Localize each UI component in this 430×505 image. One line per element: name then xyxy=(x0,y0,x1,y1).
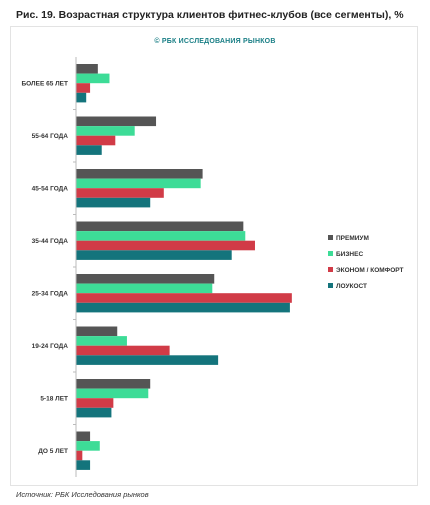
bar xyxy=(76,250,232,260)
category-label: 25-34 ГОДА xyxy=(32,291,69,298)
bar xyxy=(76,221,244,232)
bar xyxy=(76,293,292,303)
bar xyxy=(76,326,118,337)
bar xyxy=(76,83,91,93)
legend-label: БИЗНЕС xyxy=(336,251,363,258)
bar xyxy=(76,336,127,346)
bar xyxy=(76,231,246,241)
bar xyxy=(76,431,91,442)
bar xyxy=(76,407,112,418)
bar xyxy=(76,240,255,251)
bar xyxy=(76,178,201,189)
bar xyxy=(76,169,203,179)
legend-swatch xyxy=(328,267,333,272)
legend-swatch xyxy=(328,283,333,288)
bar xyxy=(76,450,83,461)
bar xyxy=(76,398,114,408)
category-label: 35-44 ГОДА xyxy=(32,238,69,245)
bar xyxy=(76,92,87,103)
legend-swatch xyxy=(328,251,333,256)
bar xyxy=(76,197,151,208)
bar xyxy=(76,302,290,313)
bar xyxy=(76,388,149,399)
bar xyxy=(76,116,157,127)
category-label: 45-54 ГОДА xyxy=(32,186,69,193)
source-note: Источник: РБК Исследования рынков xyxy=(16,490,149,499)
bar xyxy=(76,274,215,284)
bar xyxy=(76,283,213,294)
bar xyxy=(76,345,170,356)
category-label: ДО 5 ЛЕТ xyxy=(38,448,68,455)
bar xyxy=(76,460,91,470)
category-label: БОЛЕЕ 65 ЛЕТ xyxy=(21,81,68,88)
bar xyxy=(76,379,151,389)
bar xyxy=(76,441,100,451)
category-label: 55-64 ГОДА xyxy=(32,133,69,140)
bar xyxy=(76,355,219,365)
bar xyxy=(76,135,116,146)
bar xyxy=(76,145,102,155)
category-label: 19-24 ГОДА xyxy=(32,343,69,350)
bar xyxy=(76,126,135,136)
bar xyxy=(76,73,110,84)
legend-label: ЛОУКОСТ xyxy=(336,283,367,290)
bar xyxy=(76,188,164,198)
chart-frame xyxy=(10,26,418,486)
category-label: 5-18 ЛЕТ xyxy=(40,396,68,403)
legend-label: ЭКОНОМ / КОМФОРТ xyxy=(336,267,404,274)
legend-swatch xyxy=(328,235,333,240)
bar xyxy=(76,64,98,74)
chart-title: Рис. 19. Возрастная структура клиентов ф… xyxy=(16,9,404,21)
copyright-label: © РБК ИССЛЕДОВАНИЯ РЫНКОВ xyxy=(154,38,276,45)
legend-label: ПРЕМИУМ xyxy=(336,235,369,242)
